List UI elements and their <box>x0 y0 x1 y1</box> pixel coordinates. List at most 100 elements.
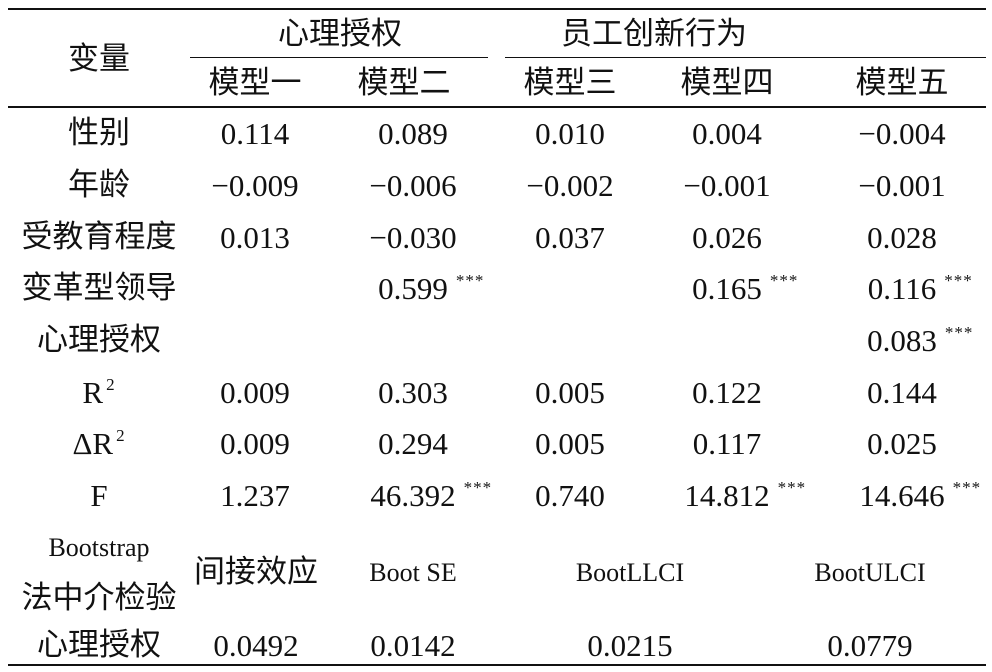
bootstrap-header-boot-llci: BootLLCI <box>575 558 685 587</box>
row-label: 变革型领导 <box>22 273 177 304</box>
cell-value: −0.009 <box>211 168 299 203</box>
table-cell: 0.089 <box>378 118 448 149</box>
table-cell: 0.010 <box>535 118 605 149</box>
cell-value: 0.005 <box>535 375 605 410</box>
cell-value: 0.122 <box>692 375 762 410</box>
significance-stars: *** <box>944 323 974 342</box>
cell-value: −0.001 <box>683 168 771 203</box>
group-header-psychological-empowerment: 心理授权 <box>278 16 402 52</box>
significance-stars: *** <box>769 271 799 290</box>
group1-underline <box>190 57 488 58</box>
table-cell: 0.117 <box>693 428 762 459</box>
cell-value: 0.083 <box>867 323 937 358</box>
table-cell: −0.009 <box>211 170 298 201</box>
cell-value: 14.646 <box>859 478 945 513</box>
table-cell: −0.001 <box>858 170 945 201</box>
table-cell: 0.122 <box>692 377 762 408</box>
group-header-innovative-behavior: 员工创新行为 <box>561 16 747 52</box>
bootstrap-row-label: 心理授权 <box>37 627 161 663</box>
row-label-text: 变革型领导 <box>21 270 177 306</box>
table-cell: 0.114 <box>221 118 290 149</box>
cell-value: 0.740 <box>535 478 605 513</box>
table-cell: 0.004 <box>692 118 762 149</box>
row-label-text: 性别 <box>68 115 130 151</box>
row-label-superscript: 2 <box>106 375 116 394</box>
table-cell: 1.237 <box>220 480 290 511</box>
cell-value: 0.089 <box>378 116 448 151</box>
significance-stars: *** <box>463 478 493 497</box>
row-label: 年龄 <box>68 170 130 201</box>
bootstrap-header-boot-se: Boot SE <box>369 558 457 587</box>
cell-value: 1.237 <box>220 478 290 513</box>
bootstrap-boot-ulci-value: 0.0779 <box>827 628 913 663</box>
model-4-header: 模型四 <box>680 65 774 101</box>
model-3-header: 模型三 <box>523 65 617 101</box>
table-cell: 0.599 *** <box>378 271 484 306</box>
row-label-superscript: 2 <box>116 426 126 445</box>
cell-value: 0.010 <box>535 116 605 151</box>
cell-value: 0.294 <box>378 426 448 461</box>
table-cell: 14.812 *** <box>684 478 807 513</box>
table-cell: 0.037 <box>535 222 605 253</box>
table-cell: 0.009 <box>220 377 290 408</box>
table-cell: −0.004 <box>858 118 945 149</box>
cell-value: 0.114 <box>220 116 290 151</box>
table-cell: −0.030 <box>369 222 456 253</box>
cell-value: 14.812 <box>684 478 770 513</box>
header-rule <box>8 106 986 108</box>
table-cell: 0.013 <box>220 222 290 253</box>
cell-value: 0.009 <box>220 375 290 410</box>
cell-value: 0.004 <box>692 116 762 151</box>
bootstrap-boot-se-value: 0.0142 <box>370 628 456 663</box>
cell-value: 0.116 <box>867 271 937 306</box>
row-label-text: 年龄 <box>68 167 130 203</box>
variable-header: 变量 <box>68 41 130 77</box>
table-cell: 0.009 <box>220 428 290 459</box>
bootstrap-header-indirect-effect: 间接效应 <box>194 554 318 590</box>
table-cell: −0.002 <box>526 170 613 201</box>
bottom-rule <box>8 664 986 666</box>
table-cell: 0.165 *** <box>692 271 799 306</box>
significance-stars: *** <box>777 478 807 497</box>
cell-value: 0.599 <box>378 271 448 306</box>
bootstrap-indirect-effect-value: 0.0492 <box>213 628 299 663</box>
table-cell: 0.303 <box>378 377 448 408</box>
table-cell: 0.005 <box>535 428 605 459</box>
group2-underline <box>505 57 986 58</box>
cell-value: 0.144 <box>867 375 937 410</box>
cell-value: 0.025 <box>867 426 937 461</box>
row-label-text: 心理授权 <box>37 322 161 358</box>
model-1-header: 模型一 <box>208 65 302 101</box>
cell-value: 0.028 <box>867 220 937 255</box>
row-label: 性别 <box>68 118 130 149</box>
table-cell: 0.028 <box>867 222 937 253</box>
row-label-text: F <box>90 478 108 513</box>
cell-value: 0.303 <box>378 375 448 410</box>
table-cell: 0.740 <box>535 480 605 511</box>
table-cell: 0.083 *** <box>867 323 974 358</box>
significance-stars: *** <box>944 271 973 290</box>
row-label: 受教育程度 <box>22 222 177 253</box>
cell-value: −0.002 <box>526 168 614 203</box>
row-label: 心理授权 <box>37 325 161 356</box>
cell-value: 0.013 <box>220 220 290 255</box>
cell-value: −0.030 <box>369 220 457 255</box>
row-label-text: R <box>82 375 104 410</box>
row-label-text: ΔR <box>72 426 114 461</box>
table-cell: 0.294 <box>378 428 448 459</box>
cell-value: 0.165 <box>692 271 762 306</box>
cell-value: 0.005 <box>535 426 605 461</box>
cell-value: 0.037 <box>535 220 605 255</box>
cell-value: −0.006 <box>369 168 457 203</box>
row-label: ΔR 2 <box>72 426 126 461</box>
table-cell: 46.392 *** <box>370 478 493 511</box>
cell-value: 0.009 <box>220 426 290 461</box>
table-cell: −0.006 <box>369 170 456 201</box>
row-label-text: 受教育程度 <box>21 219 177 255</box>
bootstrap-label-line1: Bootstrap <box>48 533 150 562</box>
bootstrap-boot-llci-value: 0.0215 <box>587 628 673 663</box>
model-5-header: 模型五 <box>855 65 949 101</box>
table-cell: 0.005 <box>535 377 605 408</box>
cell-value: −0.001 <box>858 168 946 203</box>
